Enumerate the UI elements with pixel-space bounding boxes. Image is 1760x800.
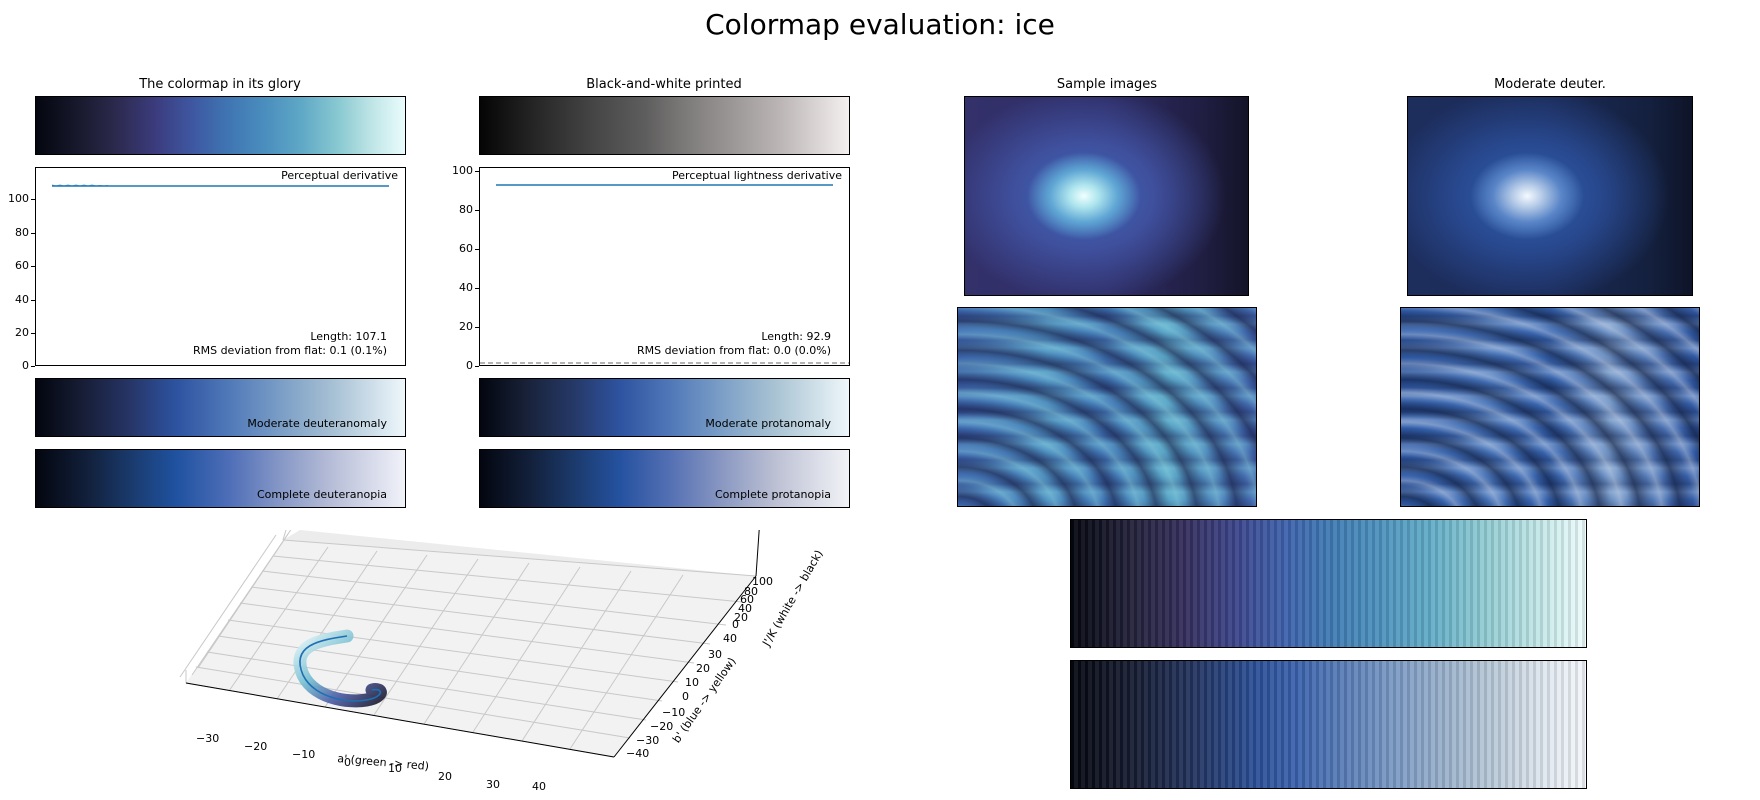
- ytick: 0: [682, 690, 689, 703]
- ytick: 60: [459, 242, 473, 255]
- ytick-mark: [31, 233, 35, 234]
- lightness-derivative-plot: Perceptual lightness derivative Length: …: [479, 167, 850, 366]
- ztick: 40: [738, 602, 752, 615]
- rms-annotation: RMS deviation from flat: 0.0 (0.0%): [636, 344, 831, 357]
- xtick: −20: [244, 740, 268, 753]
- ytick: 80: [15, 226, 29, 239]
- ytick-mark: [475, 210, 479, 211]
- ytick: 100: [452, 164, 473, 177]
- xtick: −10: [292, 748, 316, 761]
- plot-title: Perceptual derivative: [281, 169, 398, 182]
- cam02-3d-plot[interactable]: −30 −20 −10 0 10 20 30 40 a' (green -> r…: [140, 530, 840, 793]
- ztick: 100: [752, 575, 773, 588]
- sample-image-waves: [957, 307, 1257, 507]
- ztick: 20: [734, 611, 748, 624]
- ytick: −30: [636, 734, 660, 747]
- xtick: 0: [344, 756, 351, 769]
- ytick: 80: [459, 203, 473, 216]
- sine-test-colormap: [1070, 519, 1587, 648]
- ytick-mark: [475, 366, 479, 367]
- ytick: 10: [685, 676, 699, 689]
- ytick-mark: [31, 333, 35, 334]
- ytick-mark: [475, 327, 479, 328]
- ytick: 20: [15, 326, 29, 339]
- moderate-protanomaly-bar: Moderate protanomaly: [479, 378, 850, 437]
- sample-image-terrain: [964, 96, 1249, 296]
- ytick: 40: [723, 632, 737, 645]
- ytick: 40: [15, 293, 29, 306]
- ytick: 20: [696, 662, 710, 675]
- xtick: 10: [388, 762, 402, 775]
- mod-deuter-title: Moderate deuter.: [1494, 77, 1606, 92]
- xtick: 30: [486, 778, 500, 791]
- ytick-mark: [475, 171, 479, 172]
- xtick: −30: [196, 732, 220, 745]
- ztick: 80: [744, 585, 758, 598]
- length-annotation: Length: 92.9: [761, 330, 831, 343]
- ytick-mark: [31, 300, 35, 301]
- plot-title: Perceptual lightness derivative: [672, 169, 842, 182]
- complete-protanopia-bar: Complete protanopia: [479, 449, 850, 508]
- samples-title: Sample images: [1056, 77, 1158, 92]
- ytick-mark: [31, 266, 35, 267]
- derivative-line: [51, 184, 389, 187]
- perceptual-derivative-plot: Perceptual derivative Length: 107.1 RMS …: [35, 167, 406, 366]
- 3d-axes: [179, 530, 760, 758]
- figure-title: Colormap evaluation: ice: [705, 8, 1055, 41]
- ytick: −10: [662, 706, 686, 719]
- ytick-mark: [31, 199, 35, 200]
- ztick: 60: [740, 593, 754, 606]
- ytick: 100: [8, 192, 29, 205]
- ytick: 0: [22, 359, 29, 372]
- grayscale-bar: [479, 96, 850, 155]
- moderate-deuteranomaly-label: Moderate deuteranomaly: [247, 417, 387, 430]
- ytick-mark: [475, 249, 479, 250]
- length-annotation: Length: 107.1: [310, 330, 387, 343]
- ytick: −40: [626, 747, 650, 760]
- complete-deuteranopia-bar: Complete deuteranopia: [35, 449, 406, 508]
- lightness-line: [480, 184, 849, 364]
- ytick: 30: [708, 648, 722, 661]
- moderate-deuteranomaly-bar: Moderate deuteranomaly: [35, 378, 406, 437]
- bw-title: Black-and-white printed: [586, 77, 742, 92]
- rms-annotation: RMS deviation from flat: 0.1 (0.1%): [192, 344, 387, 357]
- sample-image-waves-deuter: [1400, 307, 1700, 507]
- ytick: 40: [459, 281, 473, 294]
- ytick-mark: [31, 366, 35, 367]
- complete-deuteranopia-label: Complete deuteranopia: [256, 488, 387, 501]
- ztick: 0: [732, 618, 739, 631]
- colormap-bar: [35, 96, 406, 155]
- complete-protanopia-label: Complete protanopia: [714, 488, 831, 501]
- ytick: 20: [459, 320, 473, 333]
- xtick: 20: [438, 770, 452, 783]
- sine-test-deuter: [1070, 660, 1587, 789]
- moderate-protanomaly-label: Moderate protanomaly: [705, 417, 831, 430]
- ytick: −20: [650, 720, 674, 733]
- glory-title: The colormap in its glory: [139, 77, 301, 92]
- ytick-mark: [475, 288, 479, 289]
- xtick: 40: [532, 780, 546, 793]
- ytick: 60: [15, 259, 29, 272]
- ytick: 0: [466, 359, 473, 372]
- sample-image-terrain-deuter: [1407, 96, 1693, 296]
